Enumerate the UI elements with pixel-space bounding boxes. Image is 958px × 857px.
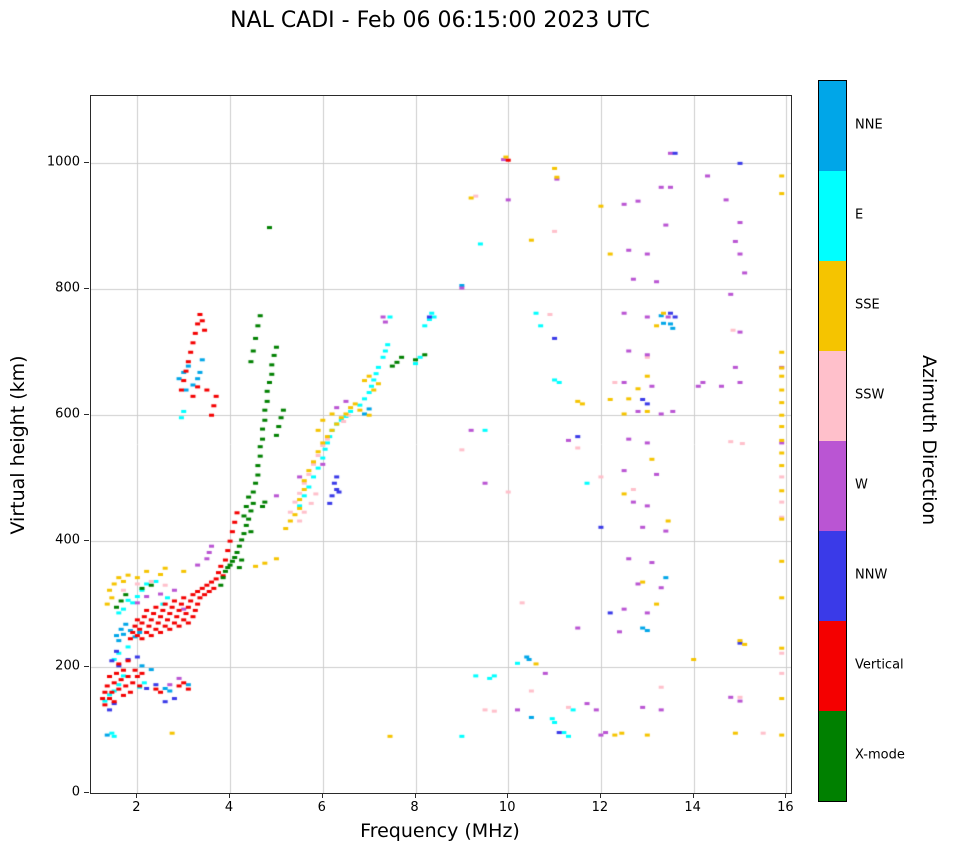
chart-title: NAL CADI - Feb 06 06:15:00 2023 UTC <box>230 8 650 33</box>
y-tick <box>84 540 89 542</box>
colorbar-label-sse: SSE <box>855 297 880 313</box>
x-tick <box>785 793 787 798</box>
y-tick-label: 1000 <box>46 154 80 170</box>
y-tick <box>84 288 89 290</box>
y-tick <box>84 414 89 416</box>
x-tick-label: 12 <box>591 800 609 815</box>
colorbar-segment-sse <box>819 261 846 351</box>
colorbar <box>818 80 847 802</box>
colorbar-title: Azimuth Direction <box>918 354 940 526</box>
y-axis-label: Virtual height (km) <box>7 355 29 535</box>
y-tick <box>84 666 89 668</box>
x-axis-label: Frequency (MHz) <box>360 820 520 842</box>
y-tick-label: 200 <box>55 658 80 674</box>
x-tick <box>414 793 416 798</box>
colorbar-segment-nnw <box>819 531 846 621</box>
x-tick-label: 14 <box>684 800 701 815</box>
colorbar-label-w: W <box>855 477 868 493</box>
y-tick <box>84 162 89 164</box>
colorbar-label-e: E <box>855 207 864 223</box>
x-tick-label: 10 <box>498 800 516 815</box>
y-tick-label: 800 <box>55 280 80 296</box>
x-tick <box>229 793 231 798</box>
colorbar-label-vertical: Vertical <box>855 657 904 673</box>
x-tick-label: 2 <box>132 800 141 815</box>
y-tick-label: 600 <box>55 406 80 422</box>
x-tick <box>507 793 509 798</box>
y-tick-label: 400 <box>55 532 80 548</box>
x-tick-label: 4 <box>224 800 234 815</box>
scatter-canvas <box>91 96 791 793</box>
x-tick-label: 6 <box>317 800 326 815</box>
x-tick <box>599 793 601 798</box>
x-tick <box>321 793 323 798</box>
colorbar-label-x-mode: X-mode <box>855 747 905 763</box>
x-tick-label: 16 <box>777 800 794 815</box>
colorbar-segment-e <box>819 171 846 261</box>
colorbar-label-nnw: NNW <box>855 567 888 583</box>
colorbar-segment-ssw <box>819 351 846 441</box>
y-tick-label: 0 <box>71 784 80 800</box>
y-tick <box>84 792 89 793</box>
plot-area <box>90 95 792 794</box>
colorbar-segment-w <box>819 441 846 531</box>
x-tick <box>692 793 694 798</box>
colorbar-label-ssw: SSW <box>855 387 885 403</box>
colorbar-label-nne: NNE <box>855 117 883 133</box>
x-tick <box>136 793 138 798</box>
colorbar-segment-vertical <box>819 621 846 711</box>
colorbar-segment-x-mode <box>819 711 846 801</box>
colorbar-segment-nne <box>819 81 846 171</box>
x-tick-label: 8 <box>410 800 419 815</box>
